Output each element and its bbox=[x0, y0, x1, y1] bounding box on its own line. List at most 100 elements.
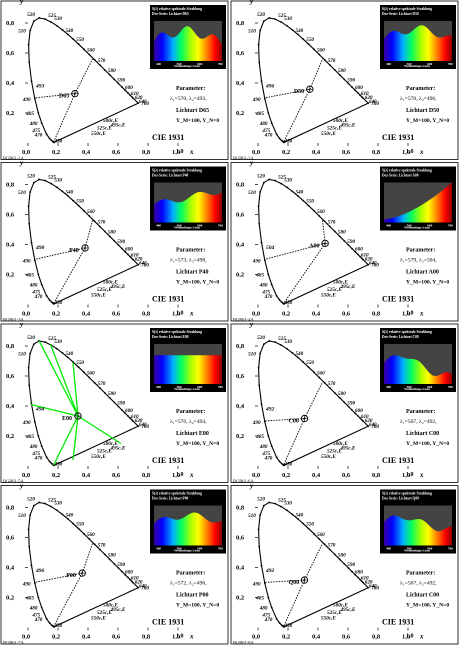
dominant-ray bbox=[72, 415, 79, 461]
spectrum-subtitle: Dez-Serie: Lichtart P40 bbox=[152, 174, 189, 178]
locus-dot bbox=[88, 538, 91, 540]
locus-dot bbox=[108, 558, 111, 561]
locus-dot bbox=[61, 190, 64, 193]
panel-code: BGB61-4A bbox=[233, 317, 255, 322]
locus-label: 525 bbox=[48, 336, 56, 342]
locus-dot bbox=[318, 53, 321, 56]
locus-dot bbox=[270, 122, 273, 124]
y-tick-label: 0,6 bbox=[236, 373, 245, 380]
locus-label: 530 bbox=[54, 501, 62, 507]
locus-label: 600 bbox=[125, 408, 133, 414]
locus-dot bbox=[268, 340, 271, 342]
params-label: Parameter: bbox=[406, 248, 435, 254]
locus-label: 510 bbox=[248, 190, 256, 196]
y-tick-label: 0,8 bbox=[6, 343, 15, 350]
x-tick-label: 0,6 bbox=[342, 472, 351, 479]
params-label: Parameter: bbox=[406, 571, 435, 577]
locus-label: 470 bbox=[264, 617, 273, 623]
locus-dot bbox=[48, 299, 51, 301]
locus-dot bbox=[66, 33, 69, 36]
spectrum-tick: 600 bbox=[427, 547, 432, 551]
locus-dot bbox=[132, 258, 134, 261]
locus-dot bbox=[83, 48, 85, 51]
locus-dot bbox=[77, 43, 80, 46]
locus-label: 475 bbox=[261, 612, 270, 618]
locus-dot bbox=[126, 92, 129, 94]
locus-label: 520 bbox=[27, 12, 35, 18]
locus-label: 480 bbox=[259, 283, 268, 289]
x-tick-label: 0,0 bbox=[22, 634, 30, 641]
purple-label: 500c,E bbox=[103, 441, 118, 447]
dominant-ray bbox=[52, 415, 79, 466]
locus-dot bbox=[267, 596, 270, 599]
x-axis-label: x bbox=[189, 633, 194, 641]
y-tick-label: 0,4 bbox=[236, 565, 245, 572]
ym-text: Y_M=100, Y_N=0 bbox=[176, 118, 219, 124]
locus-dot bbox=[328, 548, 331, 551]
locus-dot bbox=[88, 376, 91, 379]
y-tick-label: 0,2 bbox=[6, 595, 14, 602]
locus-label: 525 bbox=[48, 13, 56, 19]
locus-dot bbox=[351, 86, 353, 89]
diagram-title: CIE 1931 bbox=[382, 456, 414, 465]
params-label: Parameter: bbox=[176, 86, 205, 92]
locus-dot bbox=[32, 20, 35, 23]
spectrum-title: S(λ) relative spektrale Strahlung bbox=[382, 330, 432, 334]
y-axis-label: y bbox=[19, 0, 24, 6]
locus-label: 580 bbox=[108, 68, 116, 74]
white-point-label: A00 bbox=[309, 243, 319, 249]
white-point-marker bbox=[78, 569, 86, 577]
locus-dot bbox=[354, 412, 357, 415]
locus-label: 550 bbox=[76, 360, 84, 366]
locus-label: 640 bbox=[139, 422, 147, 428]
dominant-ray bbox=[49, 344, 79, 417]
locus-dot bbox=[108, 396, 111, 399]
locus-dot bbox=[83, 209, 85, 212]
white-point-label: Q00 bbox=[289, 580, 300, 586]
locus-dot bbox=[360, 580, 363, 583]
locus-label: 475 bbox=[31, 451, 40, 457]
dominant-ray bbox=[304, 543, 323, 581]
x-tick-label: 0,8 bbox=[142, 149, 151, 156]
dominant-ray bbox=[263, 88, 310, 99]
dominant-ray bbox=[263, 242, 326, 260]
spectrum-tick: 400 bbox=[386, 547, 391, 551]
locus-dot bbox=[291, 513, 294, 516]
locus-dot bbox=[137, 102, 140, 105]
white-point-marker bbox=[74, 412, 82, 420]
locus-dot bbox=[260, 564, 263, 567]
ym-text: Y_M=100, Y_N=0 bbox=[176, 603, 219, 609]
locus-label: 480 bbox=[29, 283, 38, 289]
panel-code: BGB61-3A bbox=[3, 317, 25, 322]
spectrum-curve bbox=[154, 26, 222, 61]
dominant-ray bbox=[322, 220, 326, 244]
x-tick-label: 0,8 bbox=[372, 149, 381, 156]
locus-dot bbox=[268, 178, 271, 181]
x-one-label: 1,0 bbox=[176, 472, 184, 478]
x-tick-label: 0,6 bbox=[342, 149, 351, 156]
locus-dot bbox=[307, 204, 310, 207]
locus-label: 540 bbox=[295, 189, 303, 195]
locus-label: 570 bbox=[98, 542, 106, 548]
y-tick-label: 0,4 bbox=[6, 80, 15, 87]
locus-dot bbox=[259, 29, 261, 32]
white-point-marker bbox=[300, 414, 309, 423]
locus-dot bbox=[45, 294, 48, 297]
locus-dot bbox=[338, 73, 341, 76]
locus-label: 620 bbox=[365, 418, 373, 424]
locus-label: 480 bbox=[29, 121, 38, 127]
locus-dot bbox=[103, 69, 106, 71]
locus-label: 470 bbox=[264, 294, 273, 300]
purple-label: 525c,E bbox=[97, 287, 112, 293]
x-axis-label: x bbox=[419, 471, 424, 479]
locus-label: 470 bbox=[34, 294, 43, 300]
lambda-text: λ₁=573, λ₂=498, bbox=[170, 258, 207, 264]
ym-text: Y_M=100, Y_N=0 bbox=[406, 603, 449, 609]
y-tick-label: 0,2 bbox=[6, 272, 14, 279]
locus-dot bbox=[113, 401, 116, 404]
lambda-text: λ₁=567, λ₂=492, bbox=[400, 581, 437, 587]
locus-dot bbox=[360, 257, 363, 260]
locus-label: 540 bbox=[65, 189, 73, 195]
